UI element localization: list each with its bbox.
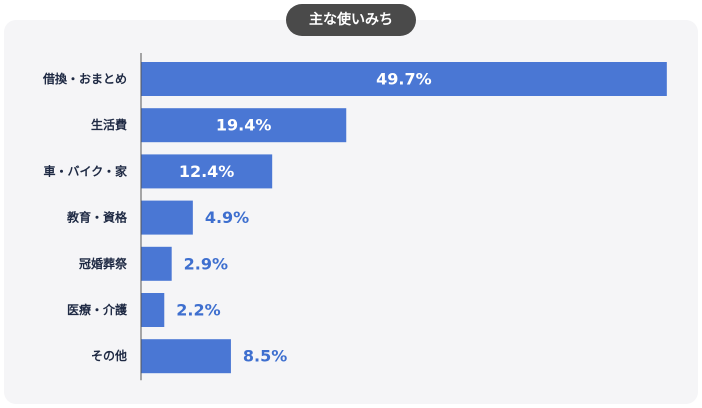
category-label-4: 冠婚葬祭 — [79, 256, 128, 271]
bar-3 — [141, 200, 193, 235]
value-labels-group: 49.7% 19.4% 12.4% 4.9% 2.9% 2.2% 8.5% — [176, 70, 431, 366]
bars-group — [141, 62, 667, 374]
value-label-4: 2.9% — [184, 254, 228, 273]
bar-5 — [141, 293, 165, 327]
chart-title: 主な使いみち — [286, 4, 416, 36]
value-label-1: 19.4% — [216, 116, 272, 135]
bar-6 — [141, 339, 231, 374]
category-label-5: 医療・介護 — [67, 302, 128, 317]
value-label-6: 8.5% — [243, 347, 287, 366]
category-label-2: 車・バイク・家 — [43, 163, 128, 178]
category-label-1: 生活費 — [91, 117, 127, 132]
bar-0 — [141, 62, 667, 96]
category-label-0: 借換・おまとめ — [42, 71, 127, 86]
bar-2 — [141, 154, 273, 189]
value-label-3: 4.9% — [205, 208, 249, 227]
bar-1 — [141, 108, 347, 143]
bar-4 — [141, 246, 172, 281]
value-label-2: 12.4% — [179, 162, 235, 181]
category-label-3: 教育・資格 — [66, 210, 128, 225]
category-label-6: その他 — [91, 348, 127, 363]
value-label-5: 2.2% — [176, 301, 220, 320]
value-label-0: 49.7% — [376, 70, 432, 89]
